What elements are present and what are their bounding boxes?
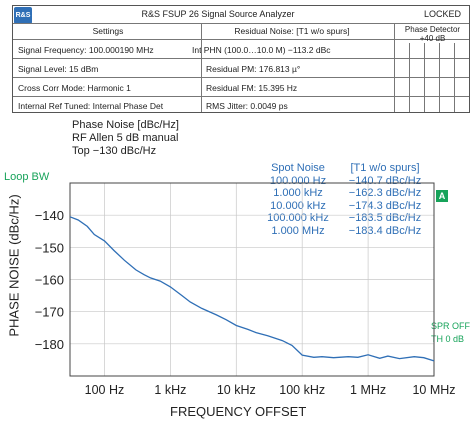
plot-title: Phase Noise [dBc/Hz] RF Allen 5 dB manua… <box>72 119 179 158</box>
spot-freq-4: 100.000 kHz <box>267 212 329 224</box>
spot-value-3: −174.3 dBc/Hz <box>348 199 422 212</box>
settings-table: R&S R&S FSUP 26 Signal Source Analyzer L… <box>12 5 470 113</box>
cross-corr-mode: Cross Corr Mode: Harmonic 1 <box>18 82 131 93</box>
spr-off-label: SPR OFF <box>431 321 471 331</box>
trace-badge: A <box>436 190 448 202</box>
x-axis-label: FREQUENCY OFFSET <box>170 404 307 419</box>
window-title: R&S FSUP 26 Signal Source Analyzer <box>141 9 295 19</box>
spot-value-1: −140.7 dBc/Hz <box>348 174 422 187</box>
spot-freq-5: 1.000 MHz <box>271 224 325 237</box>
x-tick-label: 10 MHz <box>412 383 455 397</box>
x-tick-label: 10 kHz <box>217 383 256 397</box>
spot-noise-trace: [T1 w/o spurs] <box>350 162 420 174</box>
int-phn: Int PHN (100.0…10.0 M) −113.2 dBc <box>192 44 331 55</box>
internal-ref-tuned: Internal Ref Tuned: Internal Phase Det <box>18 100 164 111</box>
residual-fm: Residual FM: 15.395 Hz <box>206 82 298 93</box>
loop-bw-label: Loop BW <box>4 171 50 183</box>
spot-freq-2: 1.000 kHz <box>273 187 323 199</box>
x-tick-label: 100 kHz <box>279 383 325 397</box>
y-tick-label: −180 <box>35 337 64 352</box>
y-tick-label: −170 <box>35 305 64 320</box>
x-tick-label: 1 kHz <box>154 383 186 397</box>
spot-freq-1: 100.000 Hz <box>269 174 327 187</box>
spot-freq-3: 10.000 kHz <box>270 199 326 212</box>
phase-detector-value: +40 dB <box>419 34 446 43</box>
signal-level: Signal Level: 15 dBm <box>18 63 99 74</box>
residual-header: Residual Noise: [T1 w/o spurs] <box>234 26 350 36</box>
spot-noise-title: Spot Noise <box>271 162 325 174</box>
plot-title-line3: Top −130 dBc/Hz <box>72 145 157 157</box>
y-tick-label: −160 <box>35 273 64 288</box>
phase-detector: Phase Detector +40 dB <box>395 25 470 43</box>
x-tick-label: 1 MHz <box>350 383 386 397</box>
spot-value-4: −183.5 dBc/Hz <box>348 212 422 224</box>
plot-title-line1: Phase Noise [dBc/Hz] <box>72 119 179 131</box>
lock-status: LOCKED <box>423 9 461 19</box>
y-tick-label: −140 <box>35 208 64 223</box>
spot-noise-frequencies: Spot Noise 100.000 Hz 1.000 kHz 10.000 k… <box>262 162 334 237</box>
residual-pm: Residual PM: 176.813 µ° <box>206 63 301 74</box>
y-tick-label: −150 <box>35 240 64 255</box>
rs-logo: R&S <box>14 7 32 24</box>
phase-detector-label: Phase Detector <box>404 25 461 34</box>
spot-value-5: −183.4 dBc/Hz <box>348 224 422 237</box>
signal-frequency: Signal Frequency: 100.000190 MHz <box>18 44 154 55</box>
spr-status: SPR OFF TH 0 dB <box>431 320 470 346</box>
rms-jitter: RMS Jitter: 0.0049 ps <box>206 100 288 111</box>
spot-noise-values: [T1 w/o spurs] −140.7 dBc/Hz −162.3 dBc/… <box>344 162 426 237</box>
threshold-label: TH 0 dB <box>431 334 465 344</box>
settings-header: Settings <box>92 26 124 36</box>
plot-title-line2: RF Allen 5 dB manual <box>72 132 179 144</box>
x-tick-label: 100 Hz <box>85 383 125 397</box>
spot-value-2: −162.3 dBc/Hz <box>348 187 422 199</box>
phase-noise-trace <box>69 216 435 362</box>
y-axis-label: PHASE NOISE (dBc/Hz) <box>6 194 22 337</box>
